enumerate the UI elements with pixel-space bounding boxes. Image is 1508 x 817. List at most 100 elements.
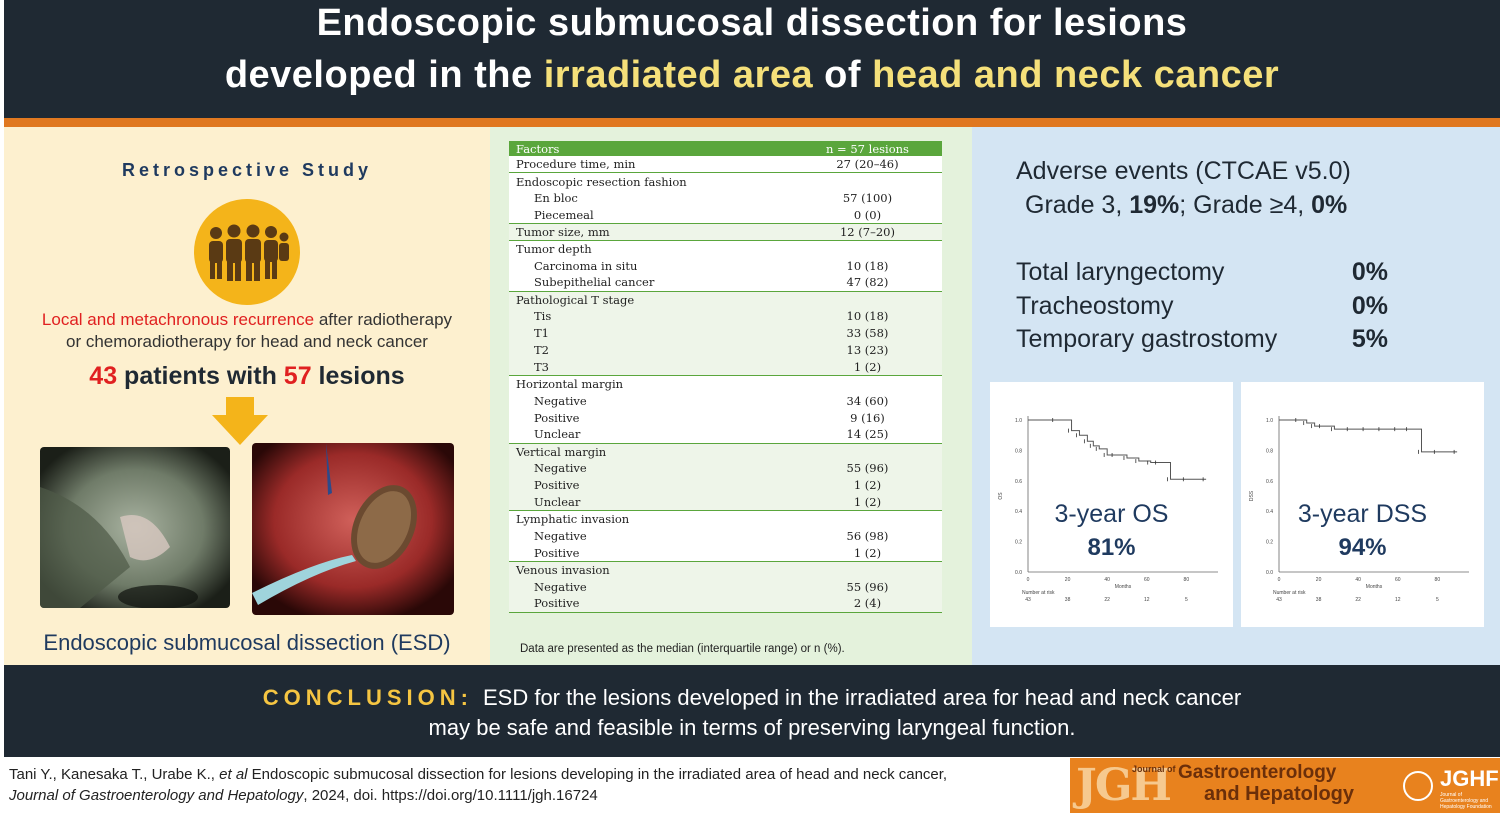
table-row: Piecemeal 0 (0) xyxy=(509,206,942,224)
factor-cell: Tis xyxy=(509,308,793,325)
value-cell: 1 (2) xyxy=(792,358,942,376)
esd-caption: Endoscopic submucosal dissection (ESD) xyxy=(43,630,451,655)
table-row: Subepithelial cancer 47 (82) xyxy=(509,274,942,292)
value-cell: 12 (7–20) xyxy=(792,223,942,241)
column-header-factors: Factors xyxy=(509,141,793,156)
factor-cell: Positive xyxy=(509,409,793,427)
factor-cell: T2 xyxy=(509,341,793,359)
value-cell: 9 (16) xyxy=(792,409,942,427)
procedure-label: Total laryngectomy xyxy=(1016,258,1225,286)
citation-line-1: Tani Y., Kanesaka T., Urabe K., et al En… xyxy=(9,764,947,785)
title-banner: Endoscopic submucosal dissection for les… xyxy=(4,0,1500,118)
table-row: Negative 55 (96) xyxy=(509,460,942,477)
title-line-2: developed in the irradiated area of head… xyxy=(4,54,1500,97)
conclusion-line-1: CONCLUSION: ESD for the lesions developed… xyxy=(4,685,1500,711)
table-group: Tumor size, mm 12 (7–20) xyxy=(509,223,942,241)
at-risk-value: 12 xyxy=(1395,597,1401,603)
y-tick-label: 0.6 xyxy=(1266,479,1273,485)
value-cell: 1 (2) xyxy=(792,544,942,562)
recurrence-line-1: Local and metachronous recurrence after … xyxy=(4,310,490,330)
at-risk-value: 5 xyxy=(1436,597,1439,603)
factor-cell: T3 xyxy=(509,358,793,376)
table-row: Negative 34 (60) xyxy=(509,392,942,410)
table-row: Endoscopic resection fashion xyxy=(509,172,942,190)
table-group: Endoscopic resection fashion En bloc 57 (1… xyxy=(509,172,942,224)
endoscopy-image-esd xyxy=(252,443,454,615)
factor-cell: Positive xyxy=(509,595,793,613)
value-cell: 1 (2) xyxy=(792,493,942,511)
factor-cell: Venous invasion xyxy=(509,561,793,579)
procedure-row: Total laryngectomy 0% xyxy=(1016,258,1388,287)
lesions-text: lesions xyxy=(311,362,405,390)
x-tick-label: 20 xyxy=(1316,577,1322,583)
value-cell: 55 (96) xyxy=(792,578,942,596)
value-cell xyxy=(792,510,942,528)
conclusion-keyword: CONCLUSION: xyxy=(262,685,473,710)
y-axis-label: DSS xyxy=(1249,490,1255,501)
recurrence-highlight: Local and metachronous recurrence xyxy=(41,310,315,329)
value-cell: 13 (23) xyxy=(792,341,942,359)
jgh-logo-letters: JGH xyxy=(1076,760,1172,811)
foundation-subtitle: Journal of Gastroenterology and Hepatolo… xyxy=(1440,792,1492,810)
table-row: Carcinoma in situ 10 (18) xyxy=(509,257,942,275)
at-risk-value: 22 xyxy=(1104,597,1110,603)
outcomes-panel: Adverse events (CTCAE v5.0) Grade 3, 19%… xyxy=(972,127,1500,665)
y-tick-label: 0.4 xyxy=(1266,509,1273,515)
table-group: Horizontal margin Negative 34 (60) Positive… xyxy=(509,375,942,444)
table-row: Tumor size, mm 12 (7–20) xyxy=(509,223,942,241)
column-header-n: n = 57 lesions xyxy=(792,141,942,156)
factor-cell: Unclear xyxy=(509,426,793,444)
value-cell: 2 (4) xyxy=(792,595,942,613)
factor-cell: Carcinoma in situ xyxy=(509,257,793,275)
factor-cell: Subepithelial cancer xyxy=(509,274,793,292)
x-axis-label: Months xyxy=(1115,584,1132,590)
table-row: Procedure time, min 27 (20–46) xyxy=(509,156,942,173)
x-tick-label: 80 xyxy=(1435,577,1441,583)
recurrence-line-2: or chemoradiotherapy for head and neck c… xyxy=(66,332,428,351)
title-line-1: Endoscopic submucosal dissection for les… xyxy=(316,2,1188,44)
results-table-panel: Factors n = 57 lesions Procedure time, m… xyxy=(490,127,972,665)
endoscopy-image-before xyxy=(40,447,230,608)
table-row: Negative 55 (96) xyxy=(509,578,942,596)
at-risk-value: 43 xyxy=(1025,597,1031,603)
foundation-abbr: JGHF xyxy=(1440,766,1499,791)
x-tick-label: 80 xyxy=(1184,577,1190,583)
value-cell: 47 (82) xyxy=(792,274,942,292)
grade3-label: Grade 3, xyxy=(1025,191,1130,219)
study-type: Retrospective Study xyxy=(121,160,373,180)
y-tick-label: 0.2 xyxy=(1015,540,1022,546)
citation-title: Endoscopic submucosal dissection for les… xyxy=(247,766,948,783)
dss-kaplan-meier-plot: 0.0 0.2 0.4 0.6 0.8 1.0 0 43 20 38 40 22 60 12 80 5 Mont… xyxy=(1249,416,1469,603)
table-row: En bloc 57 (100) xyxy=(509,189,942,207)
factor-cell: En bloc xyxy=(509,189,793,207)
value-cell: 14 (25) xyxy=(792,426,942,444)
procedure-row: Tracheostomy 0% xyxy=(1016,292,1388,321)
factor-cell: Positive xyxy=(509,544,793,562)
y-tick-label: 1.0 xyxy=(1266,418,1273,424)
factor-cell: Negative xyxy=(509,392,793,410)
logo-name-line-1: Gastroenterology xyxy=(1178,762,1337,783)
dss-survival-chart: 0.0 0.2 0.4 0.6 0.8 1.0 0 43 20 38 40 22 60 12 80 5 Mont… xyxy=(1241,382,1484,627)
value-cell: 33 (58) xyxy=(792,324,942,342)
table-row: Vertical margin xyxy=(509,443,942,461)
journal-logo: JGH Journal of Gastroenterology and Hepa… xyxy=(1070,758,1500,813)
table-row: Positive 1 (2) xyxy=(509,476,942,494)
x-tick-label: 60 xyxy=(1395,577,1401,583)
table-group: Pathological T stage Tis 10 (18) T1 33 (58) T… xyxy=(509,291,942,376)
value-cell: 56 (98) xyxy=(792,527,942,545)
factor-cell: T1 xyxy=(509,324,793,342)
factor-cell: Unclear xyxy=(509,493,793,511)
x-axis-label: Months xyxy=(1366,584,1383,590)
at-risk-value: 5 xyxy=(1185,597,1188,603)
citation-doi: , 2024, doi. https://doi.org/10.1111/jgh… xyxy=(303,787,598,804)
x-tick-label: 0 xyxy=(1027,577,1030,583)
factor-cell: Tumor size, mm xyxy=(509,223,793,241)
procedure-value: 0% xyxy=(1351,258,1388,286)
value-cell: 34 (60) xyxy=(792,392,942,410)
foundation-seal-icon xyxy=(1403,771,1433,801)
procedure-label: Temporary gastrostomy xyxy=(1016,325,1278,353)
study-panel: Retrospective Study Local and metachrono… xyxy=(4,127,490,665)
value-cell: 0 (0) xyxy=(792,206,942,224)
table-row: T3 1 (2) xyxy=(509,358,942,376)
y-tick-label: 0.8 xyxy=(1266,448,1273,454)
